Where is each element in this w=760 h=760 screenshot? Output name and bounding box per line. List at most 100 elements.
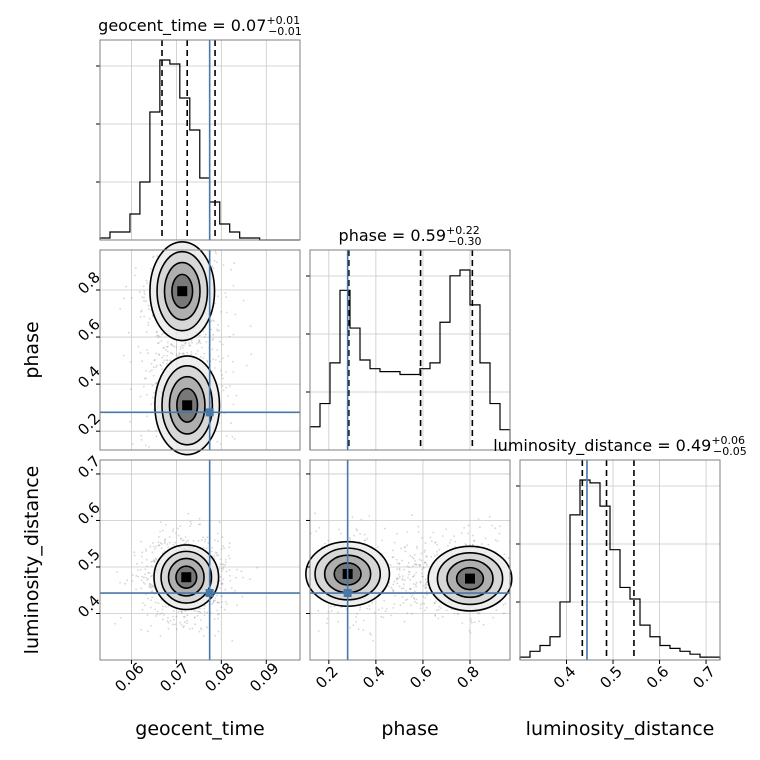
sample-point — [173, 345, 176, 348]
sample-point — [330, 605, 332, 608]
sample-point — [173, 618, 175, 621]
sample-point — [362, 629, 365, 632]
sample-point — [161, 552, 164, 554]
sample-point — [236, 568, 239, 571]
sample-point — [145, 370, 147, 372]
sample-point — [414, 583, 417, 586]
sample-point — [234, 589, 236, 592]
sample-point — [181, 344, 183, 346]
x-tick-label-luminosity_distance-2: 0.6 — [643, 662, 673, 692]
sample-point — [161, 618, 164, 621]
sample-point — [166, 362, 168, 365]
sample-point — [385, 607, 388, 610]
sample-point — [219, 587, 221, 589]
sample-point — [127, 331, 130, 334]
sample-point — [145, 550, 148, 552]
sample-point — [229, 574, 231, 577]
sample-point — [404, 599, 407, 602]
sample-point — [432, 531, 435, 534]
sample-point — [151, 589, 154, 592]
sample-point — [214, 551, 217, 554]
sample-point — [228, 335, 231, 338]
sample-point — [435, 600, 437, 603]
sample-point — [153, 359, 156, 362]
scatter-panel-phase-vs-luminosity_distance — [305, 459, 513, 661]
sample-point — [191, 627, 194, 630]
sample-point — [314, 512, 317, 515]
sample-point — [154, 615, 157, 617]
sample-point — [154, 358, 156, 361]
scatter-panel-geocent_time-vs-luminosity_distance-frame — [99, 459, 301, 661]
sample-point — [131, 574, 134, 576]
sample-point — [384, 527, 386, 530]
sample-point — [383, 599, 385, 602]
sample-point — [400, 587, 403, 590]
sample-point — [406, 612, 409, 614]
sample-point — [353, 534, 355, 537]
sample-point — [199, 607, 201, 610]
sample-point — [476, 611, 479, 614]
sample-point — [153, 545, 155, 548]
sample-point — [177, 611, 180, 613]
sample-point — [189, 520, 192, 523]
sample-point — [154, 557, 157, 560]
sample-point — [355, 621, 357, 623]
sample-point — [185, 540, 188, 543]
sample-point — [222, 566, 225, 568]
sample-point — [170, 343, 173, 346]
y-tick-label-phase-0: 0.2 — [74, 409, 104, 439]
sample-point — [180, 610, 183, 613]
sample-point — [232, 403, 235, 406]
sample-point — [235, 394, 238, 397]
sample-point — [199, 523, 202, 526]
sample-point — [453, 612, 456, 615]
sample-point — [212, 267, 215, 270]
sample-point — [144, 568, 147, 571]
sample-point — [141, 575, 144, 578]
sample-point — [198, 630, 201, 633]
title-geocent_time: geocent_time = 0.07+0.01 −0.01 — [98, 14, 302, 38]
sample-point — [404, 546, 406, 549]
sample-point — [422, 567, 425, 569]
sample-point — [211, 265, 214, 268]
sample-point — [403, 546, 406, 548]
sample-point — [206, 536, 209, 539]
sample-point — [484, 537, 487, 540]
sample-point — [368, 604, 371, 607]
sample-point — [471, 543, 474, 546]
sample-point — [133, 551, 136, 554]
sample-point — [165, 348, 167, 351]
x-axis-label-phase: phase — [381, 718, 438, 740]
sample-point — [410, 514, 413, 517]
sample-point — [416, 547, 419, 550]
sample-point — [171, 344, 174, 347]
sample-point — [149, 584, 152, 586]
sample-point — [224, 292, 227, 294]
sample-point — [197, 539, 200, 542]
contour-0-2 — [163, 261, 201, 321]
sample-point — [448, 542, 451, 544]
sample-point — [477, 518, 480, 520]
sample-point — [221, 600, 224, 603]
sample-point — [363, 539, 366, 542]
sample-point — [158, 536, 160, 538]
sample-point — [407, 576, 409, 579]
sample-point — [473, 540, 475, 542]
sample-point — [158, 544, 161, 546]
sample-point — [366, 607, 368, 610]
sample-point — [169, 619, 172, 622]
sample-point — [407, 561, 410, 564]
sample-point — [214, 599, 216, 602]
sample-point — [182, 539, 185, 542]
sample-point — [218, 329, 221, 332]
sample-point — [405, 589, 407, 592]
sample-point — [139, 291, 141, 294]
sample-point — [409, 578, 411, 581]
sample-point — [146, 349, 148, 351]
sample-point — [317, 630, 320, 632]
sample-point — [212, 337, 215, 340]
y-tick-label-phase-2: 0.6 — [74, 315, 104, 345]
sample-point — [139, 395, 142, 398]
sample-point — [190, 523, 193, 525]
sample-point — [415, 581, 418, 584]
